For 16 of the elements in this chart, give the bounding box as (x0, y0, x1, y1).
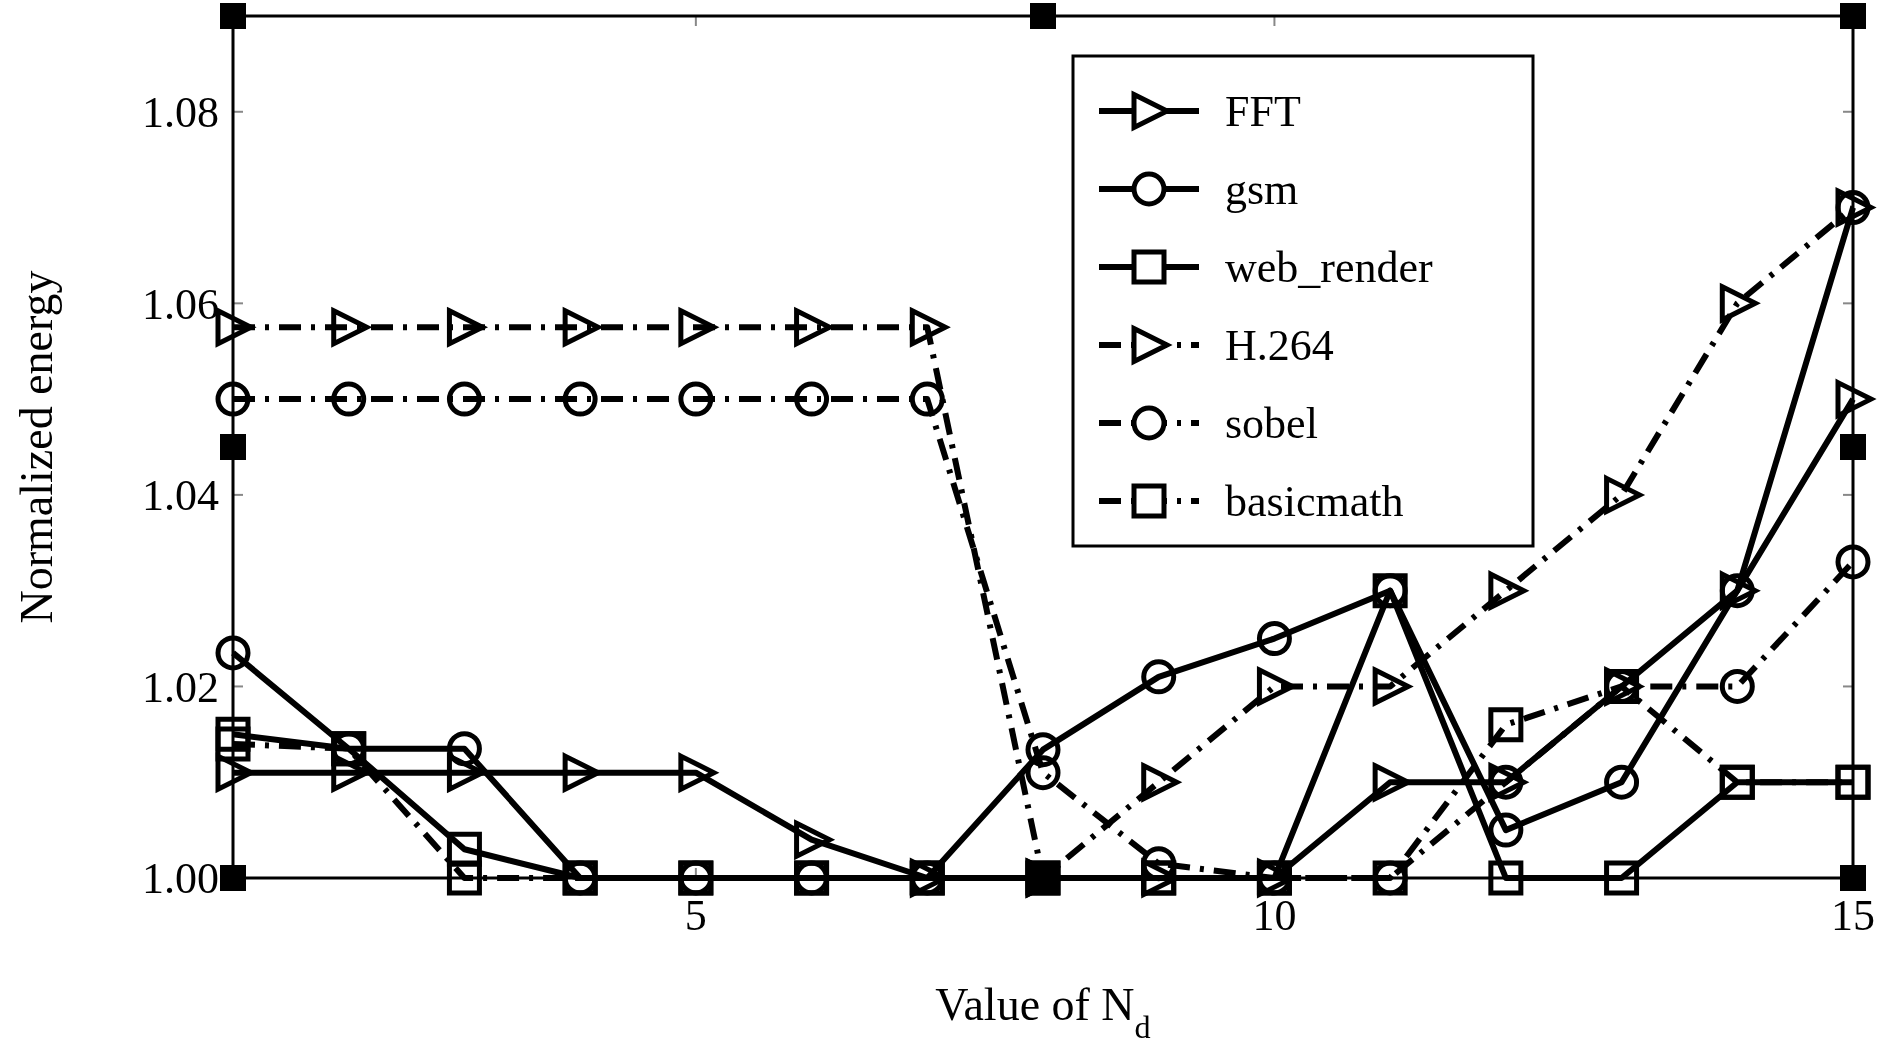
legend-label: FFT (1225, 87, 1301, 137)
legend-label: web_render (1225, 243, 1434, 293)
y-tick-label: 1.02 (142, 662, 219, 712)
legend-label: sobel (1225, 399, 1318, 449)
x-tick-label: 10 (1252, 891, 1297, 940)
y-axis-title: Normalized energy (11, 270, 62, 624)
y-tick-label: 1.06 (142, 279, 219, 329)
y-tick-label: 1.04 (142, 471, 219, 521)
x-tick-label: 15 (1831, 891, 1875, 940)
x-tick-label: 5 (684, 891, 707, 940)
y-tick-label: 1.08 (142, 88, 219, 138)
legend-label: H.264 (1225, 321, 1334, 371)
x-axis-title: Value of N$_{d}$ (935, 979, 1151, 1040)
y-tick-label: 1.00 (142, 854, 219, 904)
legend-label: basicmath (1225, 477, 1404, 527)
legend-label: gsm (1225, 165, 1299, 215)
